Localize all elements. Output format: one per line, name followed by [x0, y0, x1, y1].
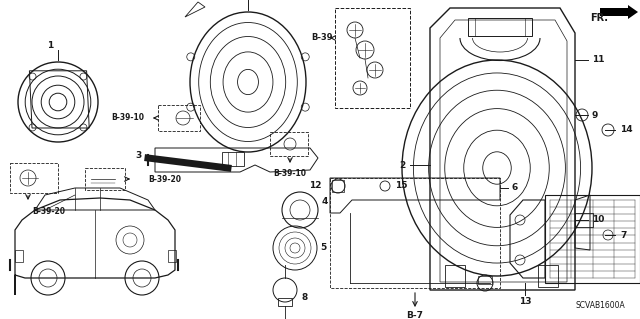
Text: 11: 11 — [592, 56, 605, 64]
Text: 1: 1 — [257, 0, 263, 1]
Bar — [545, 195, 640, 283]
Text: 9: 9 — [592, 110, 598, 120]
Bar — [15, 250, 23, 262]
Text: B-39-10: B-39-10 — [111, 114, 145, 122]
Bar — [332, 180, 344, 192]
Text: B-39-10: B-39-10 — [273, 169, 307, 179]
Bar — [575, 213, 593, 227]
Bar — [335, 8, 410, 108]
Bar — [478, 276, 492, 284]
Bar — [168, 250, 176, 262]
Text: 7: 7 — [620, 231, 627, 240]
Text: 6: 6 — [512, 183, 518, 192]
Text: 8: 8 — [302, 293, 308, 302]
Text: 5: 5 — [320, 243, 326, 253]
Text: 3: 3 — [135, 152, 141, 160]
Bar — [538, 265, 558, 287]
Text: B-39: B-39 — [312, 33, 333, 42]
Text: 12: 12 — [310, 182, 322, 190]
Bar — [10, 163, 58, 193]
Bar — [222, 152, 244, 166]
Text: FR.: FR. — [590, 13, 608, 23]
Text: 10: 10 — [592, 216, 604, 225]
Bar — [270, 132, 308, 156]
Text: B-39-20: B-39-20 — [32, 206, 65, 216]
Text: 14: 14 — [620, 125, 632, 135]
Bar — [330, 178, 500, 288]
Text: SCVAB1600A: SCVAB1600A — [575, 300, 625, 309]
Bar — [445, 265, 465, 287]
Bar — [468, 18, 532, 36]
Text: 1: 1 — [47, 41, 53, 49]
Text: 15: 15 — [395, 182, 408, 190]
FancyArrow shape — [600, 5, 638, 19]
Text: 13: 13 — [519, 296, 531, 306]
Bar — [85, 168, 125, 190]
Bar — [158, 105, 200, 131]
Text: B-7: B-7 — [406, 311, 424, 319]
Bar — [278, 298, 292, 306]
Text: 4: 4 — [322, 197, 328, 206]
Text: 2: 2 — [399, 160, 405, 169]
Text: B-39-20: B-39-20 — [148, 174, 182, 183]
